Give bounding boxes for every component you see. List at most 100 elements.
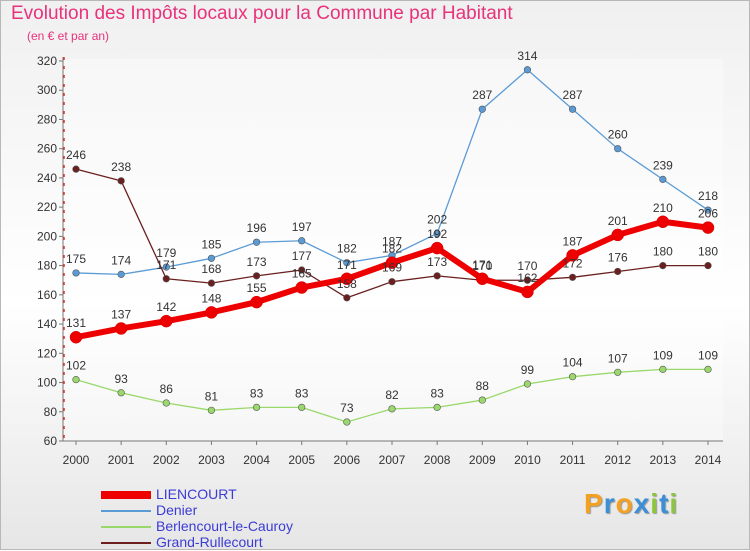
data-point <box>433 229 441 238</box>
data-point <box>478 396 486 404</box>
data-label: 171 <box>472 258 492 272</box>
data-point <box>207 406 216 414</box>
y-tick-label: 240 <box>37 171 57 185</box>
y-tick-label: 260 <box>37 142 57 156</box>
data-point <box>523 66 532 74</box>
data-point <box>568 273 577 281</box>
y-tick-label: 60 <box>44 434 58 448</box>
chart-title: Evolution des Impôts locaux pour la Comm… <box>11 3 513 24</box>
data-label: 187 <box>563 234 583 248</box>
data-label: 176 <box>608 250 628 264</box>
data-point <box>343 294 351 302</box>
logo-letter: i <box>650 488 660 519</box>
x-tick-label: 2010 <box>514 453 541 467</box>
data-point <box>659 365 667 373</box>
data-point <box>114 322 128 335</box>
data-point <box>704 206 712 214</box>
data-point <box>659 262 667 270</box>
data-label: 169 <box>382 261 402 275</box>
data-point <box>343 259 351 267</box>
data-point <box>568 105 577 113</box>
data-label: 196 <box>247 221 267 235</box>
y-tick-label: 280 <box>37 112 57 126</box>
data-point <box>343 418 351 426</box>
data-label: 174 <box>111 253 131 267</box>
data-label: 197 <box>292 220 312 234</box>
data-label: 182 <box>382 242 402 256</box>
logo-letter: r <box>603 488 616 519</box>
x-tick-label: 2001 <box>108 453 135 467</box>
data-label: 239 <box>653 158 673 172</box>
data-label: 206 <box>698 207 718 221</box>
data-label: 158 <box>337 277 357 291</box>
data-label: 165 <box>292 267 312 281</box>
data-label: 148 <box>201 291 221 305</box>
data-label: 246 <box>66 148 86 162</box>
data-label: 88 <box>476 379 490 393</box>
y-tick-label: 200 <box>37 229 57 243</box>
data-label: 202 <box>427 212 447 226</box>
data-label: 260 <box>608 128 628 142</box>
x-tick-label: 2007 <box>379 453 406 467</box>
data-point <box>704 365 712 373</box>
data-label: 182 <box>337 242 357 256</box>
data-label: 287 <box>563 88 583 102</box>
x-tick-label: 2002 <box>153 453 180 467</box>
data-label: 109 <box>698 348 718 362</box>
data-label: 201 <box>608 214 628 228</box>
data-point <box>207 279 216 287</box>
data-label: 102 <box>66 359 86 373</box>
logo-letter: i <box>669 488 679 519</box>
data-label: 93 <box>114 372 128 386</box>
x-tick-label: 2000 <box>63 453 90 467</box>
data-label: 168 <box>201 262 221 276</box>
data-point <box>614 145 622 153</box>
data-label: 131 <box>66 316 86 330</box>
data-label: 238 <box>111 160 131 174</box>
legend-label: Grand-Rullecourt <box>156 534 263 550</box>
data-label: 180 <box>698 245 718 259</box>
data-point <box>117 389 125 397</box>
logo-letter: x <box>633 488 651 519</box>
data-point <box>298 266 306 274</box>
data-point <box>433 403 441 411</box>
data-point <box>568 373 577 381</box>
data-point <box>614 368 622 376</box>
data-point <box>295 281 308 294</box>
y-tick-label: 80 <box>44 405 58 419</box>
x-tick-label: 2008 <box>424 453 451 467</box>
y-tick-label: 220 <box>37 200 57 214</box>
data-point <box>205 306 218 319</box>
y-tick-label: 300 <box>37 83 57 97</box>
data-label: 173 <box>427 255 447 269</box>
data-point <box>566 249 579 262</box>
data-point <box>614 267 622 276</box>
data-point <box>659 175 667 183</box>
data-point <box>298 237 306 245</box>
data-point <box>523 276 532 284</box>
data-label: 187 <box>382 234 402 248</box>
legend-swatch <box>101 491 151 499</box>
data-label: 83 <box>250 386 264 400</box>
data-label: 210 <box>653 201 673 215</box>
data-label: 83 <box>295 386 309 400</box>
data-point <box>117 270 125 278</box>
x-tick-label: 2014 <box>695 453 722 467</box>
data-label: 107 <box>608 351 628 365</box>
data-label: 142 <box>156 300 176 314</box>
x-tick-label: 2005 <box>288 453 315 467</box>
y-tick-label: 160 <box>37 288 57 302</box>
x-tick-label: 2012 <box>604 453 631 467</box>
data-point <box>72 376 80 384</box>
data-label: 73 <box>340 401 354 415</box>
data-point <box>521 285 534 299</box>
data-point <box>162 275 170 283</box>
data-label: 81 <box>205 389 219 403</box>
data-point <box>523 380 532 388</box>
data-point <box>160 314 173 328</box>
data-label: 109 <box>653 348 673 362</box>
data-point <box>388 405 396 413</box>
data-point <box>72 269 80 277</box>
